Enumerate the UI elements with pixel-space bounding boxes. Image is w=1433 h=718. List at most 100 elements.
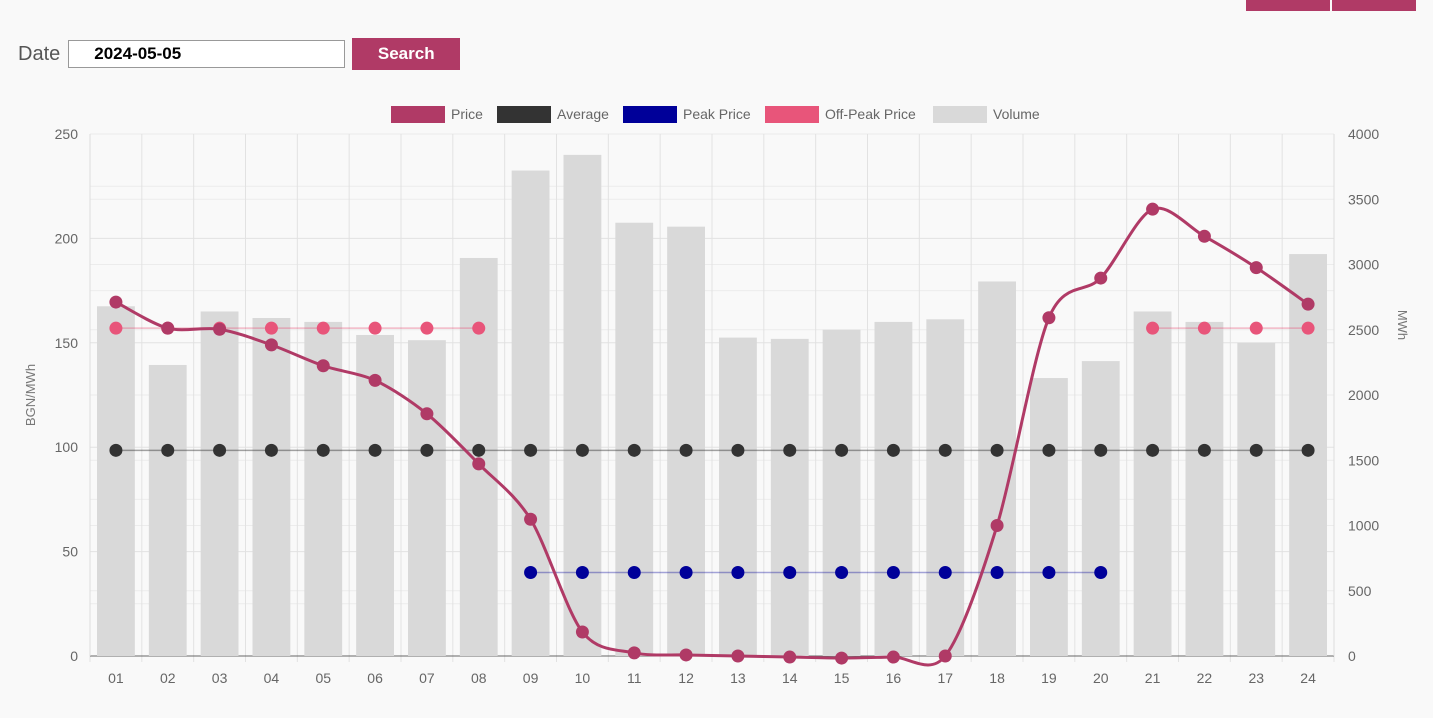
series-point-average [316, 443, 330, 457]
series-point-price [990, 519, 1004, 532]
series-point-peak-price [627, 565, 641, 579]
y-left-tick-label: 150 [55, 335, 79, 351]
series-point-price [109, 295, 123, 309]
x-tick-label: 21 [1145, 670, 1161, 686]
series-point-average [264, 443, 278, 457]
top-button-2[interactable] [1332, 0, 1416, 11]
x-tick-label: 15 [834, 670, 850, 686]
series-point-price [264, 338, 278, 352]
volume-bar [926, 319, 965, 656]
series-point-average [472, 443, 486, 457]
series-point-price [1042, 311, 1056, 325]
series-point-peak-price [524, 565, 538, 579]
legend-swatch-volume [933, 106, 987, 123]
y-right-tick-label: 2000 [1348, 387, 1379, 403]
series-point-off-peak-price [1197, 321, 1211, 335]
series-point-average [575, 443, 589, 457]
series-point-price [575, 625, 589, 639]
series-point-average [990, 443, 1004, 457]
series-point-peak-price [835, 565, 849, 579]
series-point-off-peak-price [1146, 321, 1160, 335]
volume-bar [1237, 342, 1276, 656]
x-tick-label: 08 [471, 670, 487, 686]
legend-swatch-average [497, 106, 551, 123]
series-point-average [161, 443, 175, 457]
y-right-tick-label: 0 [1348, 648, 1356, 664]
series-point-average [679, 443, 693, 457]
x-tick-label: 13 [730, 670, 746, 686]
series-point-price [1146, 202, 1160, 216]
series-point-average [524, 443, 538, 457]
series-point-average [1146, 443, 1160, 457]
series-point-peak-price [679, 565, 693, 579]
series-point-average [213, 443, 227, 457]
series-point-price [783, 650, 797, 664]
volume-bar [822, 329, 861, 656]
date-search-form: Date Search [18, 38, 461, 70]
x-tick-label: 09 [523, 670, 539, 686]
series-point-peak-price [938, 565, 952, 579]
x-tick-label: 03 [212, 670, 228, 686]
y-right-tick-label: 3000 [1348, 257, 1379, 273]
x-tick-label: 10 [575, 670, 591, 686]
volume-bar [1133, 311, 1172, 656]
x-tick-label: 17 [937, 670, 953, 686]
volume-bar [200, 311, 239, 656]
y-left-tick-label: 200 [55, 230, 79, 246]
y-left-tick-label: 100 [55, 439, 79, 455]
series-point-price [420, 407, 434, 421]
series-point-average [731, 443, 745, 457]
search-button[interactable]: Search [352, 38, 461, 70]
series-point-average [1042, 443, 1056, 457]
legend-label-off-peak-price: Off-Peak Price [825, 106, 916, 122]
volume-bar [407, 340, 446, 656]
series-point-off-peak-price [264, 321, 278, 335]
volume-bar [563, 154, 602, 656]
date-input[interactable] [68, 40, 346, 68]
series-point-price [524, 512, 538, 526]
volume-bar [304, 321, 343, 656]
y-right-tick-label: 2500 [1348, 322, 1379, 338]
series-point-average [835, 443, 849, 457]
volume-bar [615, 222, 654, 657]
legend-label-price: Price [451, 106, 483, 122]
series-point-off-peak-price [1301, 321, 1315, 335]
x-tick-label: 06 [367, 670, 383, 686]
series-point-price [886, 650, 900, 664]
series-point-price [835, 651, 849, 665]
y-right-tick-label: 500 [1348, 583, 1372, 599]
legend-swatch-off-peak-price [765, 106, 819, 123]
y-left-axis-title: BGN/MWh [23, 364, 38, 426]
series-point-off-peak-price [420, 321, 434, 335]
series-point-off-peak-price [1249, 321, 1263, 335]
series-point-price [213, 322, 227, 336]
series-point-average [783, 443, 797, 457]
x-tick-label: 20 [1093, 670, 1109, 686]
series-point-off-peak-price [472, 321, 486, 335]
y-left-tick-label: 0 [70, 648, 78, 664]
x-tick-label: 14 [782, 670, 798, 686]
series-point-peak-price [575, 565, 589, 579]
series-point-average [109, 443, 123, 457]
series-point-peak-price [990, 565, 1004, 579]
series-point-price [731, 649, 745, 663]
x-tick-label: 24 [1300, 670, 1316, 686]
x-tick-label: 04 [264, 670, 280, 686]
series-point-average [1301, 443, 1315, 457]
volume-bar [1185, 321, 1224, 656]
series-point-price [368, 373, 382, 387]
series-point-off-peak-price [109, 321, 123, 335]
top-button-1[interactable] [1246, 0, 1330, 11]
series-point-peak-price [731, 565, 745, 579]
series-point-price [1197, 229, 1211, 243]
series-point-price [472, 457, 486, 471]
y-right-tick-label: 1500 [1348, 452, 1379, 468]
volume-bar [978, 281, 1017, 656]
series-point-price [1301, 297, 1315, 311]
series-point-price [316, 359, 330, 373]
series-point-average [1197, 443, 1211, 457]
y-right-axis-title: MWh [1395, 310, 1410, 340]
legend-label-average: Average [557, 106, 609, 122]
y-left-tick-label: 250 [55, 126, 79, 142]
